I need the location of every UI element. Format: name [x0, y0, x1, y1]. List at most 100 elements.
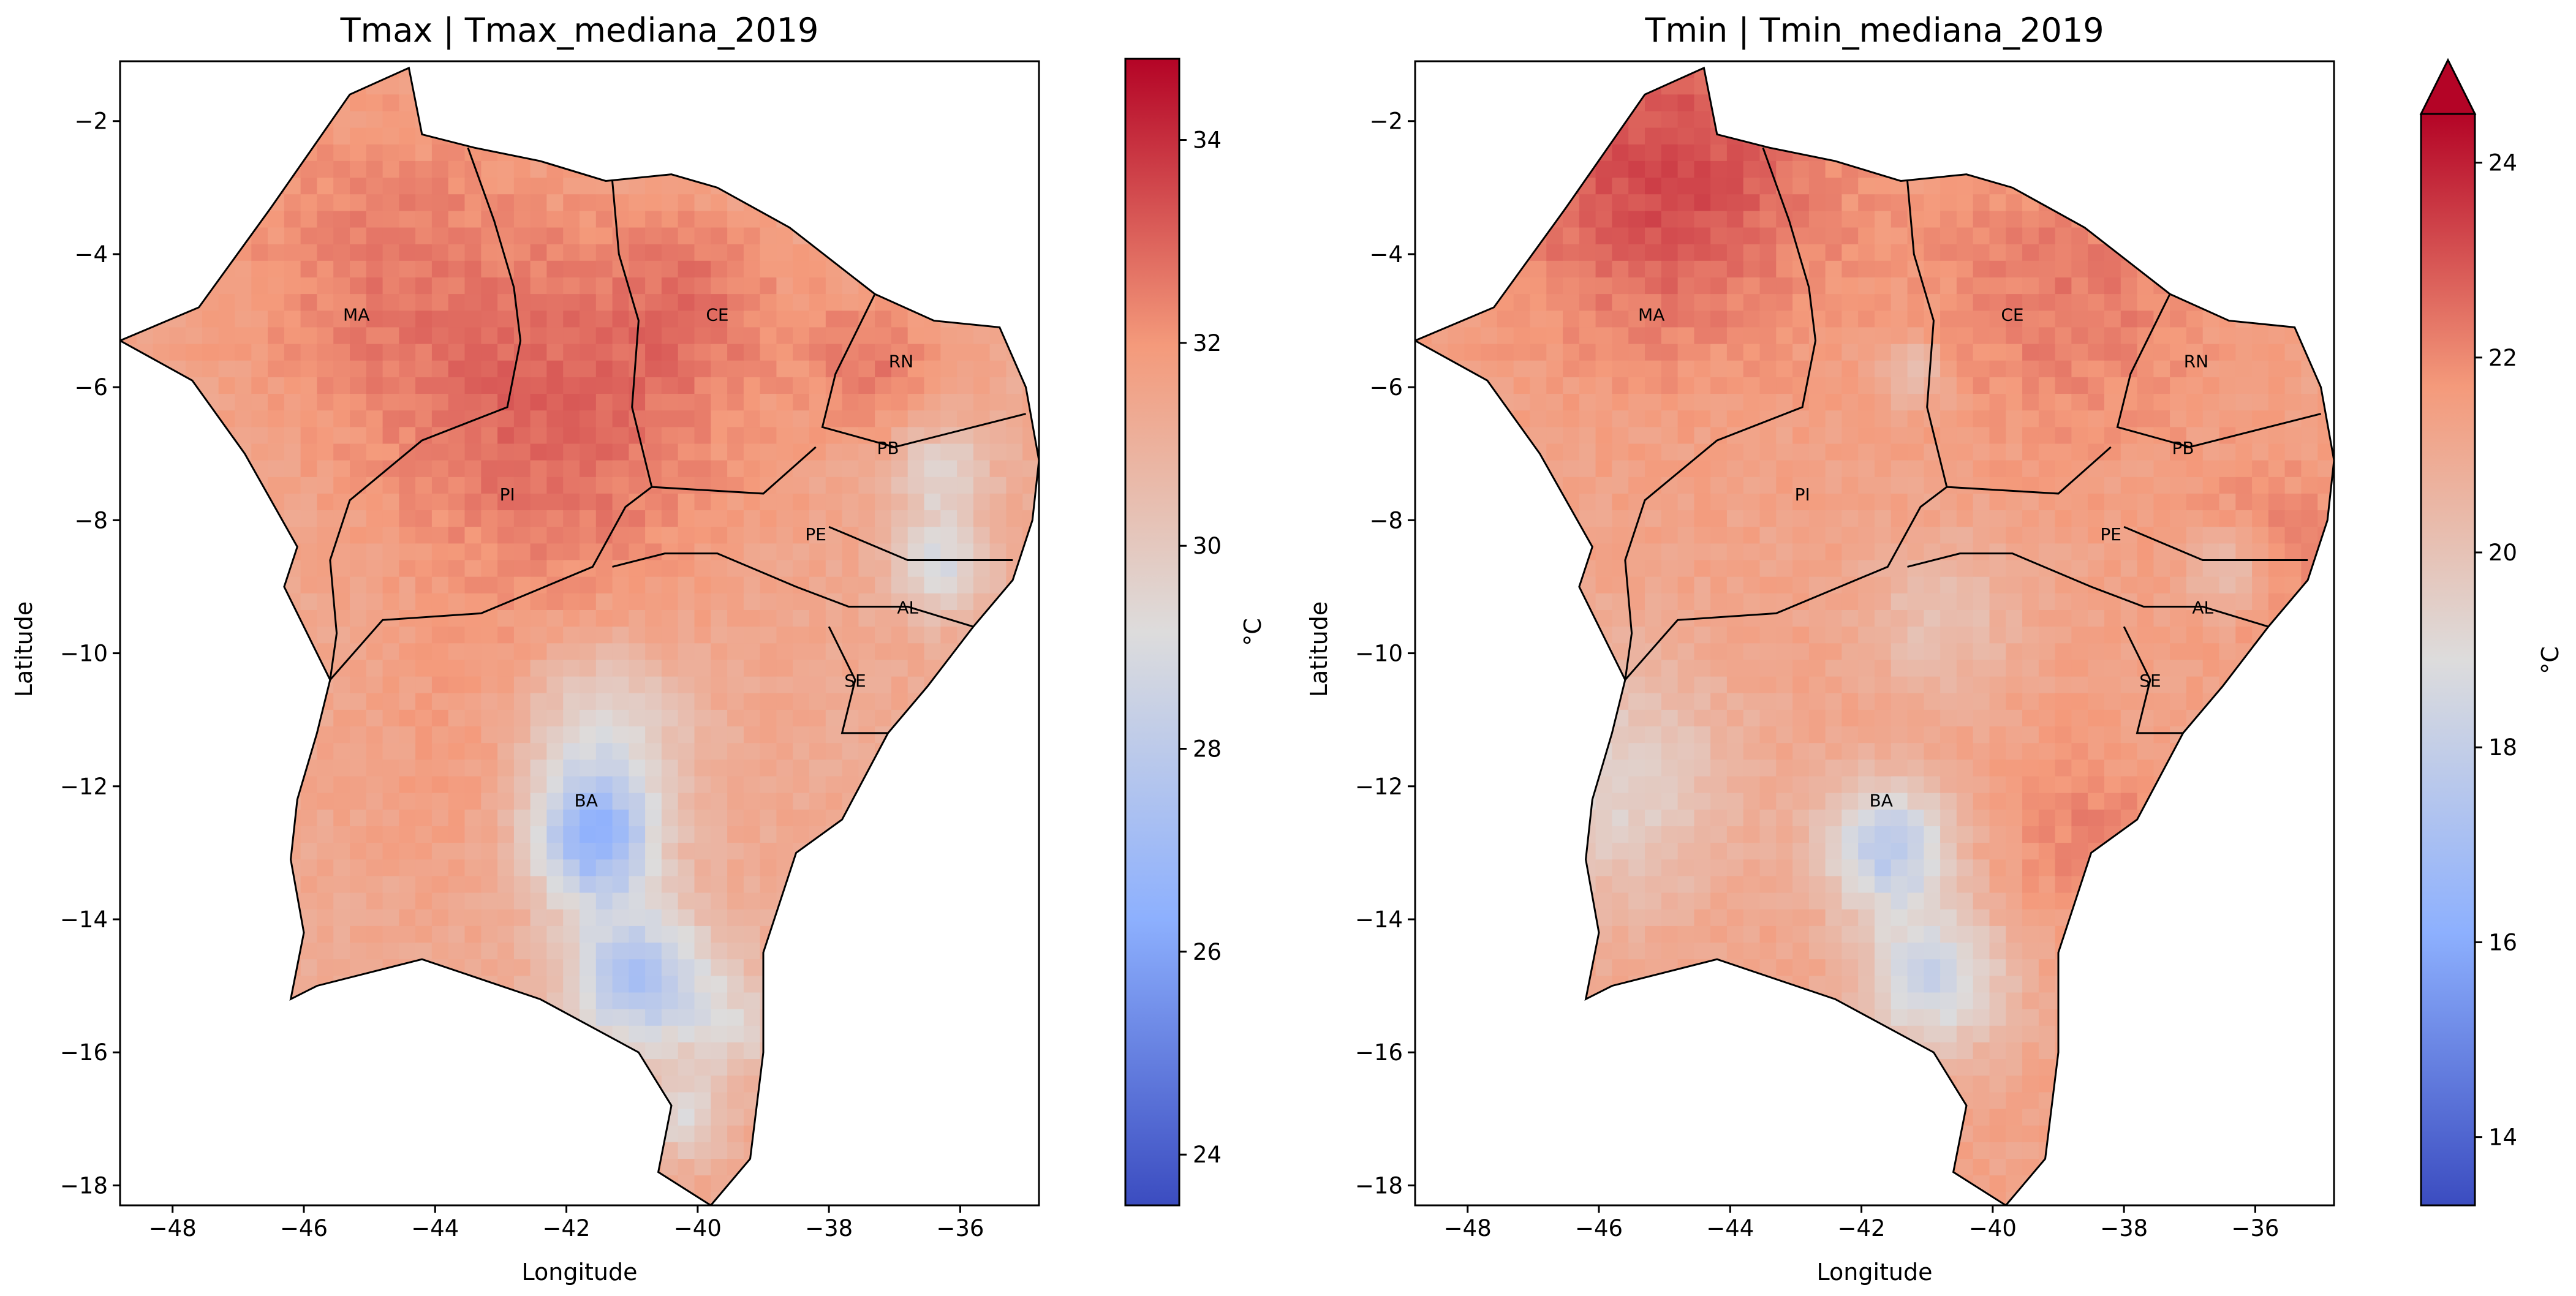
state-label-pb: PB — [877, 438, 899, 458]
tmax-colorbar-gradient — [1124, 58, 1180, 1207]
tmax-x-tick: −42 — [543, 1215, 591, 1241]
tmin-y-tick: −12 — [1355, 774, 1403, 800]
state-border — [821, 293, 1026, 448]
state-label-ba: BA — [1870, 790, 1893, 810]
tmin-colorbar-tick: 18 — [2488, 734, 2517, 761]
tmax-colorbar-tick: 26 — [1193, 939, 1222, 965]
state-border — [2116, 293, 2321, 448]
tmin-colorbar-label: °C — [2537, 646, 2564, 674]
tmax-map-frame — [119, 60, 1040, 1207]
tmin-x-tick: −44 — [1706, 1215, 1754, 1241]
tmax-colorbar-label: °C — [1239, 618, 1266, 646]
state-label-rn: RN — [889, 352, 913, 372]
state-border — [2123, 526, 2308, 562]
tmax-x-tick: −46 — [280, 1215, 328, 1241]
tmin-map-frame — [1414, 60, 2335, 1207]
state-label-pb: PB — [2172, 438, 2194, 458]
tmax-y-tick: −8 — [74, 507, 108, 533]
tmin-colorbar: 14 16 18 20 22 24 °C — [2419, 58, 2564, 1207]
state-label-ba: BA — [575, 790, 598, 810]
state-border — [1624, 147, 1817, 680]
tmax-colorbar-tick: 24 — [1193, 1142, 1222, 1168]
tmin-heatmap-layer: MA CE RN PB PI PE AL SE BA — [1415, 66, 2334, 1205]
state-label-pe: PE — [805, 524, 826, 544]
tmin-colorbar-ticks: 14 16 18 20 22 24 — [2475, 150, 2517, 1151]
tmax-colorbar-tick: 32 — [1193, 330, 1222, 356]
tmax-colorbar-tick: 30 — [1193, 533, 1222, 559]
tmax-x-tick: −48 — [149, 1215, 197, 1241]
tmin-x-axis-label: Longitude — [1817, 1259, 1933, 1286]
tmax-x-ticks: −48 −46 −44 −42 −40 −38 −36 — [149, 1205, 984, 1241]
tmax-colorbar-tick: 34 — [1193, 127, 1222, 154]
tmax-y-tick: −18 — [60, 1172, 108, 1199]
tmax-y-tick: −10 — [60, 641, 108, 667]
state-label-se: SE — [2139, 671, 2161, 691]
state-label-ce: CE — [2001, 305, 2023, 325]
tmin-y-tick: −8 — [1369, 507, 1403, 533]
state-border — [611, 181, 653, 488]
state-label-al: AL — [2192, 597, 2213, 617]
state-label-al: AL — [897, 597, 918, 617]
tmin-colorbar-extend-arrow — [2419, 58, 2477, 115]
tmin-colorbar-tick: 20 — [2488, 540, 2517, 566]
state-border — [1907, 552, 2269, 628]
tmin-colorbar-tick: 22 — [2488, 345, 2517, 371]
state-label-ma: MA — [343, 305, 369, 325]
tmin-map-title: Tmin | Tmin_mediana_2019 — [1644, 11, 2104, 50]
state-border — [329, 147, 522, 680]
tmin-x-tick: −40 — [1969, 1215, 2017, 1241]
tmin-y-tick: −2 — [1369, 108, 1403, 135]
state-label-pi: PI — [1795, 484, 1810, 505]
tmin-x-tick: −46 — [1575, 1215, 1623, 1241]
tmin-y-tick: −4 — [1369, 241, 1403, 268]
state-border — [2123, 626, 2183, 734]
state-border — [828, 526, 1013, 562]
tmax-map-title: Tmax | Tmax_mediana_2019 — [340, 11, 819, 50]
tmin-panel: Tmin | Tmin_mediana_2019 MA CE RN PB PI PE AL S… — [1305, 11, 2564, 1286]
state-border — [1906, 181, 1948, 488]
tmin-colorbar-gradient — [2420, 113, 2476, 1207]
tmax-colorbar: 24 26 28 30 32 34 °C — [1124, 58, 1266, 1207]
tmin-x-ticks: −48 −46 −44 −42 −40 −38 −36 — [1444, 1205, 2279, 1241]
tmin-y-tick: −6 — [1369, 374, 1403, 401]
state-label-pe: PE — [2100, 524, 2121, 544]
tmax-y-tick: −6 — [74, 374, 108, 401]
tmax-y-tick: −2 — [74, 108, 108, 135]
tmax-colorbar-tick: 28 — [1193, 736, 1222, 763]
tmin-y-tick: −16 — [1355, 1039, 1403, 1066]
region-outline — [1415, 66, 2334, 1205]
state-border — [1624, 446, 2112, 681]
tmin-x-tick: −48 — [1444, 1215, 1492, 1241]
tmin-y-axis-label: Latitude — [1305, 601, 1332, 697]
tmax-y-tick: −14 — [60, 906, 108, 933]
tmax-heatmap-layer: MA CE RN PB PI PE AL SE BA — [120, 66, 1039, 1205]
tmax-x-tick: −44 — [411, 1215, 459, 1241]
tmin-colorbar-tick: 16 — [2488, 929, 2517, 955]
tmax-x-tick: −40 — [674, 1215, 722, 1241]
tmin-colorbar-tick: 24 — [2488, 150, 2517, 176]
tmax-y-tick: −12 — [60, 774, 108, 800]
tmin-y-tick: −14 — [1355, 906, 1403, 933]
state-border — [612, 552, 974, 628]
state-label-ce: CE — [706, 305, 728, 325]
tmin-x-tick: −42 — [1838, 1215, 1886, 1241]
tmin-y-tick: −18 — [1355, 1172, 1403, 1199]
state-label-ma: MA — [1638, 305, 1664, 325]
state-label-rn: RN — [2184, 352, 2208, 372]
tmax-colorbar-ticks: 24 26 28 30 32 34 — [1179, 127, 1222, 1168]
tmax-y-tick: −16 — [60, 1039, 108, 1066]
tmax-y-axis-label: Latitude — [10, 601, 37, 697]
tmin-y-ticks: −2 −4 −6 −8 −10 −12 −14 −16 −18 — [1355, 108, 1415, 1199]
tmax-y-ticks: −2 −4 −6 −8 −10 −12 −14 −16 −18 — [60, 108, 120, 1199]
tmax-temperature-field — [120, 67, 1039, 1205]
tmin-colorbar-tick: 14 — [2488, 1125, 2517, 1151]
tmax-panel: Tmax | Tmax_mediana_2019 MA CE RN PB PI PE AL S… — [10, 11, 1266, 1286]
tmin-x-tick: −38 — [2100, 1215, 2148, 1241]
tmin-y-tick: −10 — [1355, 641, 1403, 667]
state-label-pi: PI — [500, 484, 515, 505]
tmax-y-tick: −4 — [74, 241, 108, 268]
state-label-se: SE — [844, 671, 866, 691]
tmax-x-axis-label: Longitude — [522, 1259, 638, 1286]
state-border — [828, 626, 888, 734]
